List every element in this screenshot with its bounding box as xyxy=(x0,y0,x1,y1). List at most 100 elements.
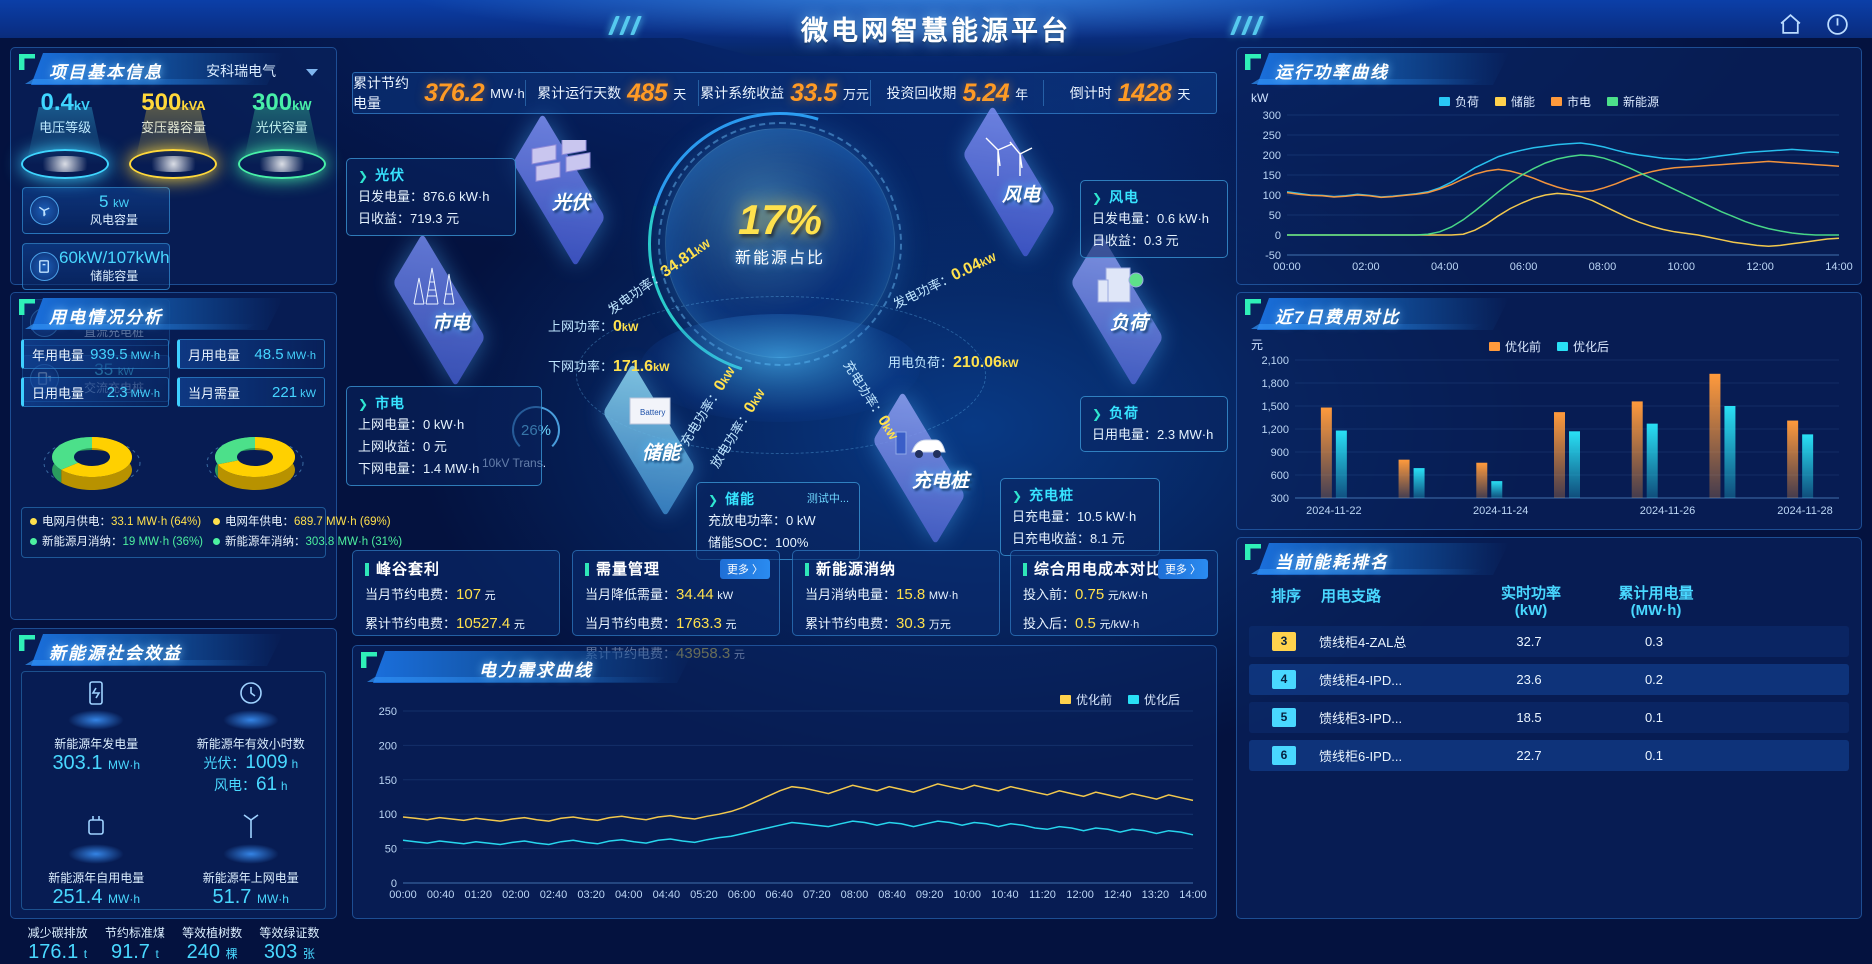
svg-text:13:20: 13:20 xyxy=(1142,889,1170,901)
tile-value: 5 kW xyxy=(98,192,130,212)
metric-label: 累计节约电量 xyxy=(353,75,409,111)
svg-text:06:00: 06:00 xyxy=(1510,261,1538,273)
node-grid[interactable]: 市电 xyxy=(380,233,502,387)
metric-unit: 年 xyxy=(1015,86,1029,102)
capacity-ring: 300kW 光伏容量 xyxy=(232,91,332,179)
social-value: 303.1 MW·h xyxy=(52,752,141,774)
ev-charger-icon xyxy=(895,431,946,458)
capacity-tile[interactable]: 60kW/107kWh 储能容量 xyxy=(22,243,170,290)
social-benefit-panel: 新能源社会效益 新能源年发电量 303.1 MW·h 新能源年有效小时数 光伏：10… xyxy=(10,628,337,963)
node-load[interactable]: 负荷 xyxy=(1058,233,1180,387)
social-item: 等效植树数 240 棵 xyxy=(174,919,251,964)
kpi-cost-compare: 综合用电成本对比 更多 〉投入前：0.75 元/kW·h 投入后：0.5 元/kW·… xyxy=(1010,550,1218,636)
donut-year xyxy=(197,417,313,499)
power-icon[interactable] xyxy=(1825,12,1850,42)
metric-value: 1428 xyxy=(1117,78,1172,107)
usage-stat: 日用电量 2.3 MW·h xyxy=(21,377,169,407)
social-item: 新能源年有效小时数 光伏：1009 h 风电：61 h xyxy=(174,674,329,796)
battery-bolt-icon xyxy=(68,678,125,730)
social-item: 新能源年自用电量 251.4 MW·h xyxy=(19,808,174,909)
table-row[interactable]: 3 馈线柜4-ZAL总 32.7 0.3 xyxy=(1249,625,1849,657)
node-label: 负荷 xyxy=(1110,313,1149,334)
legend-row: 电网月供电：33.1 MW·h (64%) xyxy=(30,513,203,533)
node-solar[interactable]: 光伏 xyxy=(500,113,622,267)
kpi-row: 累计节约电费：10527.4 元 xyxy=(365,615,525,633)
company-name: 安科瑞电气 xyxy=(206,63,277,79)
company-selector[interactable]: 安科瑞电气 xyxy=(206,61,318,81)
stat-label: 日用电量 xyxy=(32,385,85,401)
flow-load: 用电负荷：210.06kW xyxy=(888,354,1019,371)
card-title: 充电桩 xyxy=(1012,485,1148,505)
node-wind[interactable]: 风电 xyxy=(950,105,1072,259)
kpi-renewable: 新能源消纳 当月消纳电量：15.8 MW·h 累计节约电费：30.3 万元 xyxy=(792,550,1000,636)
chart-legend-item: 负荷 xyxy=(1438,93,1479,110)
stat-label: 月用电量 xyxy=(188,347,241,363)
svg-text:06:00: 06:00 xyxy=(728,889,756,901)
rank-column-header: 累计用电量 (MW·h) xyxy=(1618,585,1694,620)
pylon-icon xyxy=(413,267,455,305)
social-value: 176.1 t xyxy=(28,941,88,963)
svg-text:12:40: 12:40 xyxy=(1104,889,1132,901)
battery-container-icon: Battery xyxy=(629,397,671,425)
metric-unit: MW·h xyxy=(490,85,525,101)
capacity-tile[interactable]: 5 kW 风电容量 xyxy=(22,187,170,234)
node-storage[interactable]: Battery 储能 xyxy=(590,363,712,517)
capacity-ring: 0.4kV 电压等级 xyxy=(15,91,115,179)
table-row[interactable]: 5 馈线柜3-IPD... 18.5 0.1 xyxy=(1249,701,1849,733)
demand-curve-panel: 电力需求曲线 优化前 优化后 0 50 100 150 200 250 00:00 00:40 0… xyxy=(352,645,1217,919)
social-label: 新能源年自用电量 xyxy=(48,871,145,885)
kpi-row: 投入前：0.75 元/kW·h xyxy=(1023,586,1148,603)
kpi-peak-valley: 峰谷套利 当月节约电费：107 元累计节约电费：10527.4 元 xyxy=(352,550,560,636)
corner-flag-icon xyxy=(361,652,377,668)
metric-unit: 天 xyxy=(1177,86,1191,102)
realtime-power: 18.5 xyxy=(1516,709,1542,725)
node-charger[interactable]: 充电桩 xyxy=(860,391,982,545)
rank-badge: 6 xyxy=(1249,745,1319,765)
kpi-title: 新能源消纳 xyxy=(805,558,987,579)
chart-legend-item: 优化后 xyxy=(1127,691,1180,708)
social-item: 等效绿证数 303 张 xyxy=(251,919,328,964)
social-value: 251.4 MW·h xyxy=(52,886,141,908)
solar-panel-icon xyxy=(531,140,591,182)
card-title: 市电 xyxy=(358,393,530,413)
total-energy: 0.1 xyxy=(1644,709,1664,725)
legend-row: 新能源年消纳：303.8 MW·h (31%) xyxy=(213,533,402,553)
metric-unit: 万元 xyxy=(842,86,869,102)
chevron-down-icon[interactable] xyxy=(306,68,318,76)
renewable-percent: 17% xyxy=(737,196,823,243)
metric-label: 累计运行天数 xyxy=(537,85,622,101)
card-solar: 光伏 日发电量：876.6 kW·h 日收益：719.3 元 xyxy=(346,158,516,237)
svg-text:00:00: 00:00 xyxy=(389,889,417,901)
kpi-row: 当月降低需量：34.44 kW xyxy=(585,586,734,603)
wind-icon xyxy=(985,137,1033,176)
social-value: 51.7 MW·h xyxy=(212,886,289,908)
card-title: 光伏 xyxy=(358,165,504,185)
svg-text:300: 300 xyxy=(1263,110,1281,122)
ring-label: 电压等级 xyxy=(39,120,92,135)
card-title: 负荷 xyxy=(1092,403,1216,423)
svg-text:900: 900 xyxy=(1271,447,1289,459)
svg-text:2,100: 2,100 xyxy=(1261,355,1289,367)
realtime-power: 23.6 xyxy=(1516,671,1542,687)
svg-text:02:00: 02:00 xyxy=(502,889,530,901)
metric-item: 倒计时 1428 天 xyxy=(1044,78,1216,107)
usage-stat: 当月需量 221 kW xyxy=(177,377,325,407)
branch-name: 馈线柜4-ZAL总 xyxy=(1319,634,1407,650)
usage-stat: 月用电量 48.5 MW·h xyxy=(177,339,325,369)
chart-legend-item: 优化前 xyxy=(1488,338,1541,355)
grid-icon xyxy=(222,812,279,864)
more-button[interactable]: 更多 〉 xyxy=(719,559,770,579)
table-row[interactable]: 6 馈线柜6-IPD... 22.7 0.1 xyxy=(1249,739,1849,771)
svg-text:300: 300 xyxy=(1271,493,1289,505)
svg-text:2024-11-28: 2024-11-28 xyxy=(1777,505,1832,517)
svg-text:04:40: 04:40 xyxy=(653,889,681,901)
more-button[interactable]: 更多 〉 xyxy=(1157,559,1208,579)
home-icon[interactable] xyxy=(1778,12,1803,42)
svg-text:04:00: 04:00 xyxy=(615,889,643,901)
branch-name: 馈线柜4-IPD... xyxy=(1319,672,1403,688)
svg-text:Battery: Battery xyxy=(640,408,665,417)
corner-flag-icon xyxy=(1245,299,1261,315)
table-row[interactable]: 4 馈线柜4-IPD... 23.6 0.2 xyxy=(1249,663,1849,695)
kpi-row: 当月节约电费：107 元 xyxy=(365,586,496,603)
panel-title: 当前能耗排名 xyxy=(1275,553,1389,572)
